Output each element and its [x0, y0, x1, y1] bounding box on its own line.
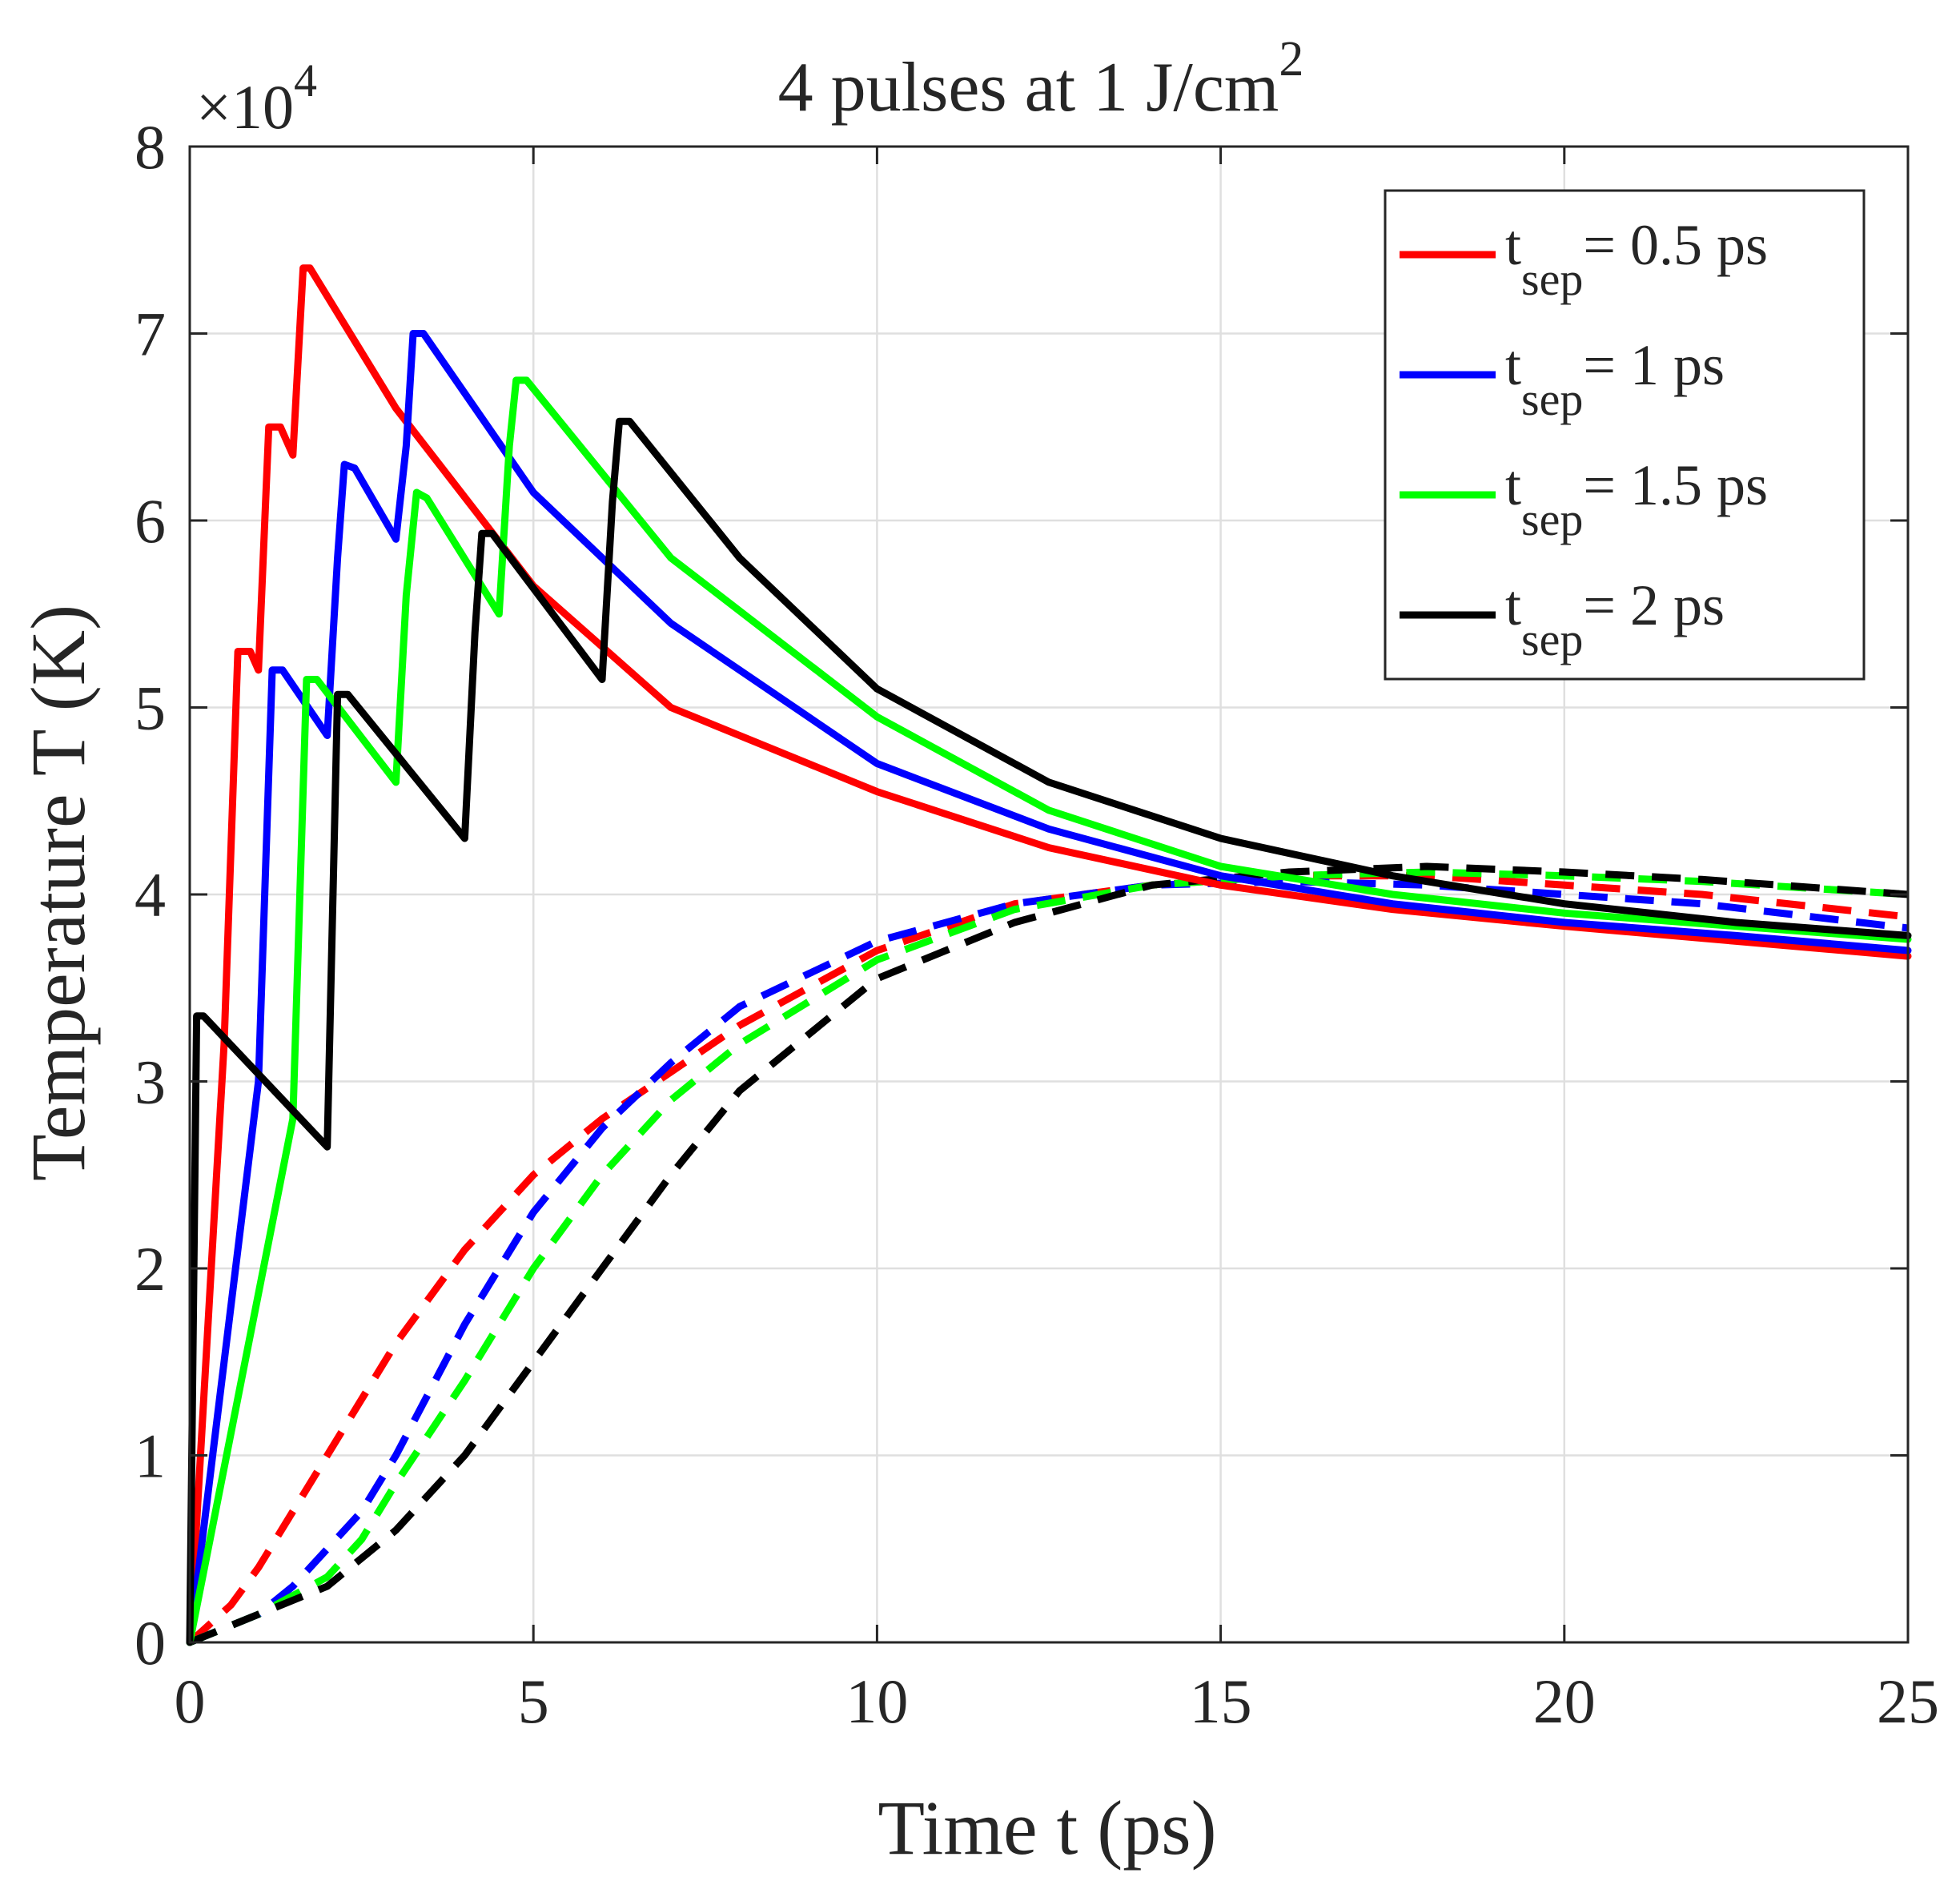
electron-temperature-line-3 — [186, 417, 1912, 1646]
chart-title: 4 pulses at 1 J/cm2 — [778, 32, 1304, 127]
legend-label-tsep-0-5: tsep= 0.5 ps — [1505, 213, 1768, 305]
x-tick-label: 5 — [518, 1666, 549, 1736]
axis-ticks — [188, 145, 1910, 1644]
x-tick-label: 15 — [1190, 1666, 1252, 1736]
lattice-temperature-line-2 — [188, 868, 1909, 1646]
electron-temperature-line-0 — [186, 264, 1912, 1646]
y-tick-label: 5 — [135, 673, 166, 743]
y-tick-label: 3 — [135, 1047, 166, 1117]
x-tick-label: 0 — [175, 1666, 206, 1736]
lattice-temperature-line-0 — [187, 872, 1909, 1646]
legend-entry-tsep-1: tsep= 1 ps — [1400, 333, 1725, 425]
lattice-temperature-line-1 — [188, 878, 1909, 1646]
legend-label-tsep-1-5: tsep= 1.5 ps — [1505, 453, 1768, 545]
y-axis-label: Temperature T (K) — [15, 605, 101, 1181]
y-tick-label: 0 — [135, 1608, 166, 1678]
legend-entry-tsep-0-5: tsep= 0.5 ps — [1400, 213, 1768, 305]
legend-label-tsep-1: tsep= 1 ps — [1505, 333, 1725, 425]
x-tick-label: 20 — [1533, 1666, 1596, 1736]
legend-box — [1384, 189, 1866, 681]
x-axis-label: Time t (ps) — [878, 1785, 1216, 1871]
y-tick-label: 6 — [135, 486, 166, 556]
lattice-temperature-line-3 — [188, 862, 1909, 1646]
electron-temperature-line-2 — [186, 376, 1912, 1646]
y-tick-label: 7 — [135, 299, 166, 369]
y-tick-label: 1 — [135, 1421, 166, 1491]
y-tick-label: 4 — [135, 860, 166, 930]
legend-entry-tsep-1-5: tsep= 1.5 ps — [1400, 453, 1768, 545]
legend-label-tsep-2: tsep= 2 ps — [1505, 573, 1725, 665]
y-tick-label: 8 — [135, 112, 166, 182]
legend: tsep= 0.5 ps tsep= 1 ps tsep= 1.5 ps tse… — [1384, 189, 1866, 681]
x-tick-label: 25 — [1877, 1666, 1939, 1736]
x-tick-label: 10 — [845, 1666, 908, 1736]
series-lines — [186, 264, 1912, 1646]
y-tick-label: 2 — [135, 1234, 166, 1304]
electron-temperature-line-1 — [186, 330, 1912, 1646]
legend-entry-tsep-2: tsep= 2 ps — [1400, 573, 1725, 665]
y-multiplier: ×104 — [196, 54, 317, 142]
